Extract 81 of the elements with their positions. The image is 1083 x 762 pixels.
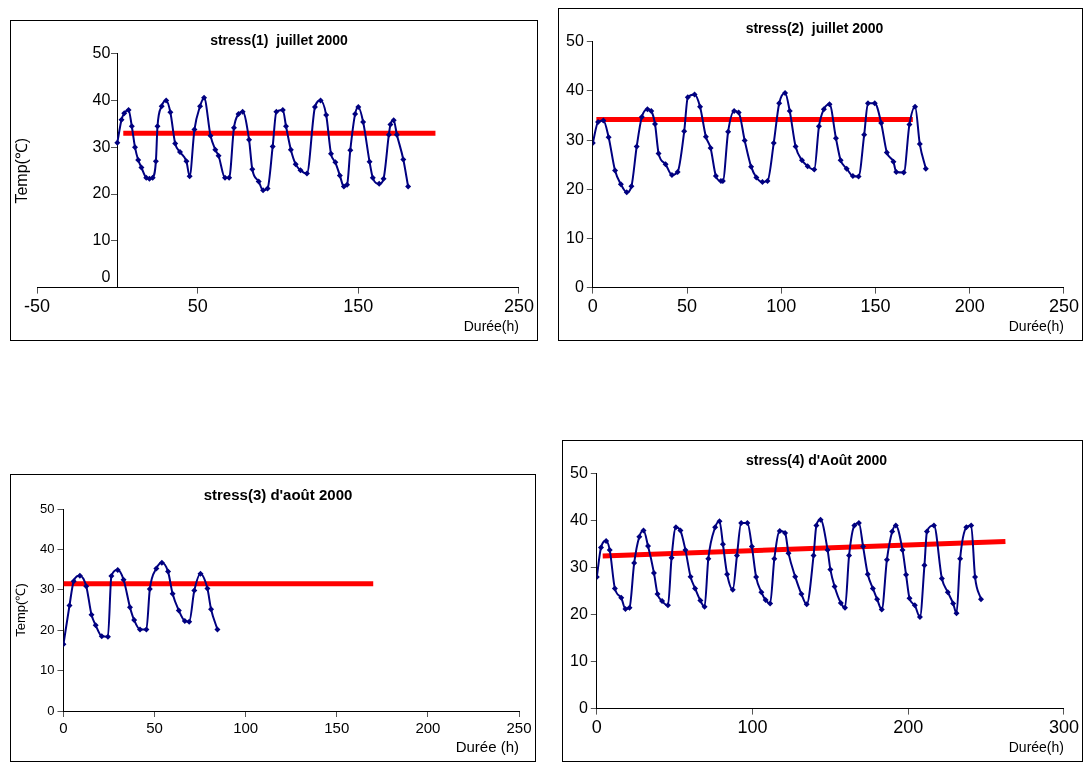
- point: [98, 633, 105, 640]
- y-tick-label: 40: [92, 90, 111, 108]
- x-tick-label: -50: [23, 296, 51, 317]
- x-tick-label: 0: [59, 719, 68, 737]
- y-tick-label: 50: [39, 500, 55, 516]
- point: [204, 585, 211, 592]
- chart-title: stress(4) d'Août 2000: [745, 452, 888, 469]
- chart-title: stress(3) d'août 2000: [203, 486, 353, 504]
- y-tick-label: 20: [92, 184, 111, 202]
- x-tick-label: 50: [146, 719, 163, 737]
- y-tick-label: 0: [574, 278, 584, 296]
- point: [214, 626, 221, 633]
- point: [181, 617, 188, 624]
- point: [108, 573, 115, 580]
- y-tick-label: 20: [566, 179, 584, 197]
- x-axis-title: Durée(h): [1008, 739, 1064, 756]
- x-tick-label: 200: [893, 717, 924, 738]
- point: [208, 606, 215, 613]
- y-tick-label: 10: [566, 228, 584, 246]
- point: [175, 607, 182, 614]
- x-axis-title: Durée(h): [463, 318, 519, 335]
- x-axis-title: Durée(h): [1008, 318, 1064, 335]
- y-tick-label: 30: [570, 558, 588, 576]
- x-tick-label: 100: [766, 296, 797, 317]
- point: [186, 618, 193, 625]
- x-tick-label: 200: [954, 296, 985, 317]
- y-tick-label: 50: [92, 44, 111, 62]
- y-tick-label: 0: [47, 702, 55, 718]
- y-tick-label: 20: [39, 621, 55, 637]
- point: [158, 559, 165, 566]
- y-tick-label: 40: [570, 511, 588, 529]
- y-tick-label: 0: [578, 699, 588, 717]
- y-tick-label: 0: [101, 268, 111, 286]
- point: [143, 626, 150, 633]
- x-axis-title: Durée (h): [455, 738, 519, 756]
- y-tick-label: 30: [92, 137, 111, 155]
- chart-title: stress(1) juillet 2000: [210, 32, 349, 49]
- point: [92, 622, 99, 629]
- point: [83, 583, 90, 590]
- x-tick-label: 100: [737, 717, 768, 738]
- point: [136, 626, 143, 633]
- y-tick-label: 10: [39, 662, 55, 678]
- y-tick-label: 20: [570, 605, 588, 623]
- y-tick-label: 30: [39, 581, 55, 597]
- point: [191, 587, 198, 594]
- y-axis-title: Temp(℃): [13, 137, 31, 204]
- point: [76, 572, 83, 579]
- point: [126, 604, 133, 611]
- x-tick-label: 50: [187, 296, 208, 317]
- y-tick-label: 30: [566, 130, 584, 148]
- point: [146, 585, 153, 592]
- x-tick-label: 150: [343, 296, 374, 317]
- point: [66, 602, 73, 609]
- y-axis-title: Temp(℃): [13, 583, 29, 637]
- x-tick-label: 250: [503, 296, 535, 317]
- x-tick-label: 150: [324, 719, 350, 737]
- x-tick-label: 250: [1048, 296, 1080, 317]
- point: [153, 565, 160, 572]
- point: [114, 567, 121, 573]
- point: [70, 578, 77, 585]
- chart-title: stress(2) juillet 2000: [745, 20, 884, 37]
- y-tick-label: 50: [570, 464, 588, 482]
- x-tick-label: 300: [1048, 717, 1080, 738]
- x-tick-label: 250: [506, 719, 532, 737]
- point: [88, 611, 95, 618]
- point: [169, 590, 176, 597]
- x-tick-label: 100: [233, 719, 259, 737]
- y-tick-label: 50: [566, 32, 584, 50]
- y-tick-label: 40: [39, 540, 55, 556]
- point: [131, 617, 138, 624]
- y-tick-label: 40: [566, 81, 584, 99]
- point: [120, 576, 127, 583]
- y-tick-label: 10: [570, 652, 588, 670]
- x-tick-label: 0: [591, 717, 602, 738]
- point: [197, 570, 204, 577]
- x-tick-label: 150: [860, 296, 891, 317]
- x-tick-label: 50: [677, 296, 698, 317]
- y-tick-label: 10: [92, 231, 111, 249]
- x-tick-label: 200: [415, 719, 441, 737]
- point: [165, 568, 172, 575]
- point: [104, 633, 111, 640]
